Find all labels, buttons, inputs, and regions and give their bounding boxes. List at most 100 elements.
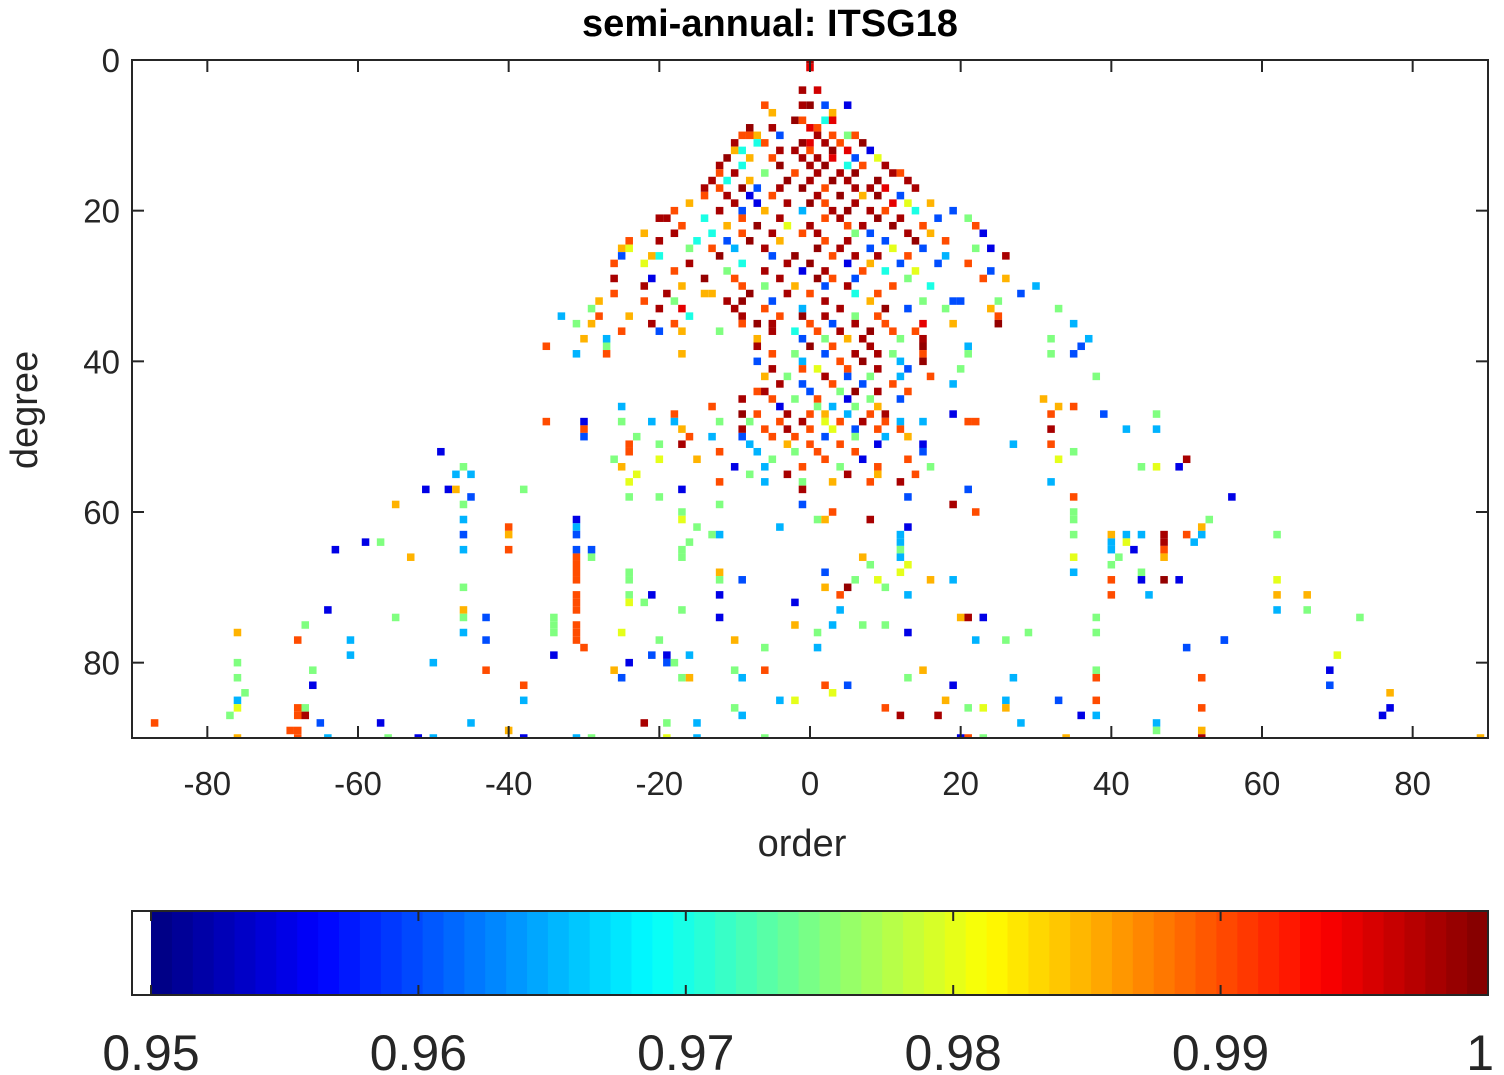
heatmap-cell bbox=[406, 553, 415, 561]
heatmap-cell bbox=[851, 289, 859, 298]
heatmap-cell bbox=[806, 146, 814, 155]
colorbar-segment bbox=[380, 911, 403, 995]
heatmap-cell bbox=[1122, 538, 1131, 546]
heatmap-cell bbox=[715, 417, 724, 426]
heatmap-cell bbox=[1137, 463, 1146, 471]
heatmap-cell bbox=[1054, 304, 1063, 313]
heatmap-cell bbox=[1160, 538, 1168, 546]
heatmap-cell bbox=[723, 237, 731, 245]
heatmap-cell bbox=[617, 673, 626, 682]
heatmap-cell bbox=[858, 221, 867, 230]
heatmap-cell bbox=[776, 237, 784, 245]
colorbar-segment bbox=[1091, 911, 1113, 995]
colorbar-segment bbox=[192, 911, 215, 995]
heatmap-cell bbox=[768, 319, 777, 328]
heatmap-cell bbox=[896, 357, 905, 366]
heatmap-cell bbox=[150, 719, 159, 727]
heatmap-cell bbox=[971, 244, 980, 253]
heatmap-cell bbox=[753, 357, 762, 366]
heatmap-cell bbox=[1107, 560, 1116, 569]
heatmap-cell bbox=[828, 342, 837, 351]
heatmap-cell bbox=[685, 199, 694, 207]
heatmap-cell bbox=[572, 523, 581, 531]
x-tick-label: -80 bbox=[183, 765, 231, 802]
heatmap-cell bbox=[979, 734, 988, 738]
heatmap-cell bbox=[896, 545, 905, 554]
colorbar-segment bbox=[547, 911, 570, 995]
heatmap-cell bbox=[761, 643, 769, 652]
heatmap-cell bbox=[1197, 673, 1206, 682]
heatmap-cell bbox=[738, 214, 746, 222]
heatmap-cell bbox=[851, 447, 859, 456]
heatmap-cell bbox=[919, 244, 927, 253]
heatmap-cell bbox=[580, 643, 588, 652]
heatmap-cell bbox=[904, 432, 912, 441]
heatmap-cell bbox=[821, 432, 829, 441]
heatmap-cell bbox=[542, 342, 551, 351]
heatmap-cell bbox=[776, 696, 784, 705]
heatmap-cell bbox=[678, 350, 686, 358]
heatmap-cell bbox=[791, 282, 799, 290]
heatmap-cell bbox=[459, 613, 468, 622]
x-tick-label: 20 bbox=[942, 765, 979, 802]
heatmap-cell bbox=[730, 244, 739, 253]
heatmap-cell bbox=[745, 417, 754, 426]
y-tick-label: 40 bbox=[83, 343, 120, 380]
colorbar-segment bbox=[1383, 911, 1406, 995]
heatmap-cell bbox=[723, 154, 731, 162]
heatmap-cell bbox=[971, 636, 980, 644]
heatmap-cell bbox=[1386, 689, 1394, 697]
colorbar bbox=[131, 910, 1489, 996]
heatmap-cell bbox=[602, 350, 611, 358]
colorbar-segment bbox=[923, 911, 946, 995]
heatmap-cell bbox=[858, 139, 867, 147]
heatmap-cell bbox=[693, 237, 701, 245]
heatmap-cell bbox=[1069, 447, 1078, 456]
heatmap-cell bbox=[956, 365, 965, 373]
heatmap-cell bbox=[738, 282, 746, 290]
heatmap-cell bbox=[640, 297, 649, 305]
heatmap-cell bbox=[836, 387, 844, 396]
heatmap-cell bbox=[452, 470, 460, 479]
heatmap-cell bbox=[776, 402, 784, 411]
colorbar-segment bbox=[965, 911, 988, 995]
heatmap-cell bbox=[685, 673, 694, 682]
heatmap-cell bbox=[934, 711, 942, 720]
heatmap-cell bbox=[482, 636, 490, 644]
heatmap-cell bbox=[1333, 651, 1342, 659]
heatmap-cell bbox=[233, 658, 242, 667]
heatmap-cell bbox=[941, 304, 950, 313]
colorbar-segment bbox=[1425, 911, 1447, 995]
colorbar-segment bbox=[171, 911, 194, 995]
heatmap-cell bbox=[821, 184, 829, 192]
heatmap-cell bbox=[761, 425, 769, 433]
heatmap-cell bbox=[708, 244, 716, 253]
heatmap-cell bbox=[1077, 711, 1085, 720]
heatmap-cell bbox=[640, 719, 649, 727]
heatmap-cell bbox=[467, 470, 475, 479]
heatmap-cell bbox=[851, 199, 859, 207]
heatmap-cell bbox=[858, 380, 867, 388]
heatmap-cell bbox=[1137, 530, 1146, 539]
heatmap-cell bbox=[1100, 410, 1108, 418]
heatmap-cell bbox=[761, 101, 769, 109]
heatmap-cell bbox=[663, 651, 671, 659]
heatmap-cell bbox=[670, 417, 679, 426]
heatmap-cell bbox=[904, 493, 912, 501]
heatmap-cell bbox=[1092, 613, 1101, 622]
heatmap-cell bbox=[843, 334, 852, 343]
heatmap-cell bbox=[557, 312, 566, 320]
heatmap-cell bbox=[1220, 636, 1229, 644]
heatmap-cell bbox=[648, 252, 656, 260]
heatmap-cell bbox=[745, 440, 754, 448]
colorbar-tick-label: 0.99 bbox=[1172, 1025, 1269, 1075]
heatmap-cell bbox=[866, 478, 875, 486]
colorbar-segment bbox=[276, 911, 298, 995]
heatmap-cell bbox=[806, 161, 814, 170]
colorbar-segment bbox=[735, 911, 758, 995]
heatmap-cell bbox=[617, 402, 626, 411]
heatmap-cell bbox=[685, 538, 694, 546]
colorbar-segment bbox=[1007, 911, 1030, 995]
heatmap-cell bbox=[828, 380, 837, 388]
heatmap-cell bbox=[572, 350, 581, 358]
